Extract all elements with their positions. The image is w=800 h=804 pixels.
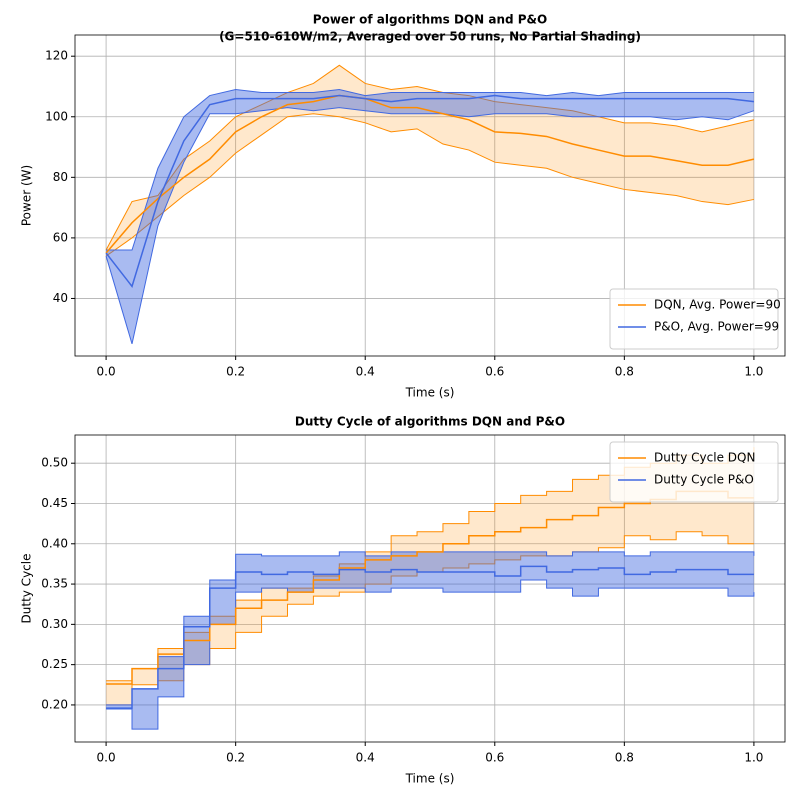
x-tick-label: 1.0 — [744, 365, 763, 379]
band — [106, 447, 754, 705]
line — [105, 94, 754, 288]
legend-label: Dutty Cycle P&O — [654, 473, 754, 487]
band-lower-edge — [105, 113, 755, 257]
x-tick-label: 0.8 — [615, 751, 634, 765]
plot-frame — [74, 34, 786, 357]
x-tick-label: 0.0 — [97, 365, 116, 379]
y-tick-label: 0.45 — [41, 496, 68, 510]
y-tick-label: 0.25 — [41, 657, 68, 671]
band-lower-edge — [106, 579, 755, 730]
legend-label: Dutty Cycle DQN — [654, 451, 755, 465]
band-upper-edge — [105, 64, 755, 251]
chart-title: Dutty Cycle of algorithms DQN and P&O — [295, 415, 565, 429]
y-tick-label: 60 — [53, 230, 68, 244]
x-tick-label: 0.4 — [356, 365, 375, 379]
y-axis-label: Power (W) — [20, 165, 34, 226]
x-axis-label: Time (s) — [405, 772, 455, 786]
band — [106, 89, 754, 344]
band-lower-edge — [105, 107, 755, 345]
chart-title: Power of algorithms DQN and P&O — [313, 13, 547, 27]
legend-box — [609, 441, 779, 503]
y-tick-label: 40 — [53, 291, 68, 305]
legend-box — [609, 288, 779, 350]
y-axis-label: Dutty Cycle — [20, 554, 34, 624]
line — [105, 94, 755, 254]
x-tick-label: 0.2 — [226, 751, 245, 765]
y-tick-label: 120 — [45, 49, 68, 63]
band-upper-edge — [106, 551, 755, 706]
y-tick-label: 0.30 — [41, 617, 68, 631]
x-tick-label: 0.4 — [356, 751, 375, 765]
y-tick-label: 0.35 — [41, 577, 68, 591]
legend-label: DQN, Avg. Power=90 — [654, 298, 781, 312]
line — [106, 565, 754, 709]
y-tick-label: 100 — [45, 109, 68, 123]
x-tick-label: 0.0 — [97, 751, 116, 765]
y-tick-label: 80 — [53, 170, 68, 184]
plot-frame — [74, 434, 786, 743]
x-tick-label: 0.6 — [485, 751, 504, 765]
x-tick-label: 1.0 — [744, 751, 763, 765]
x-tick-label: 0.8 — [615, 365, 634, 379]
y-tick-label: 0.20 — [41, 697, 68, 711]
x-tick-label: 0.2 — [226, 365, 245, 379]
legend-label: P&O, Avg. Power=99 — [654, 320, 779, 334]
band-upper-edge — [106, 89, 754, 251]
y-tick-label: 0.50 — [41, 456, 68, 470]
chart-title: (G=510-610W/m2, Averaged over 50 runs, N… — [219, 30, 641, 44]
x-axis-label: Time (s) — [405, 386, 455, 400]
y-tick-label: 0.40 — [41, 536, 68, 550]
x-tick-label: 0.6 — [485, 365, 504, 379]
